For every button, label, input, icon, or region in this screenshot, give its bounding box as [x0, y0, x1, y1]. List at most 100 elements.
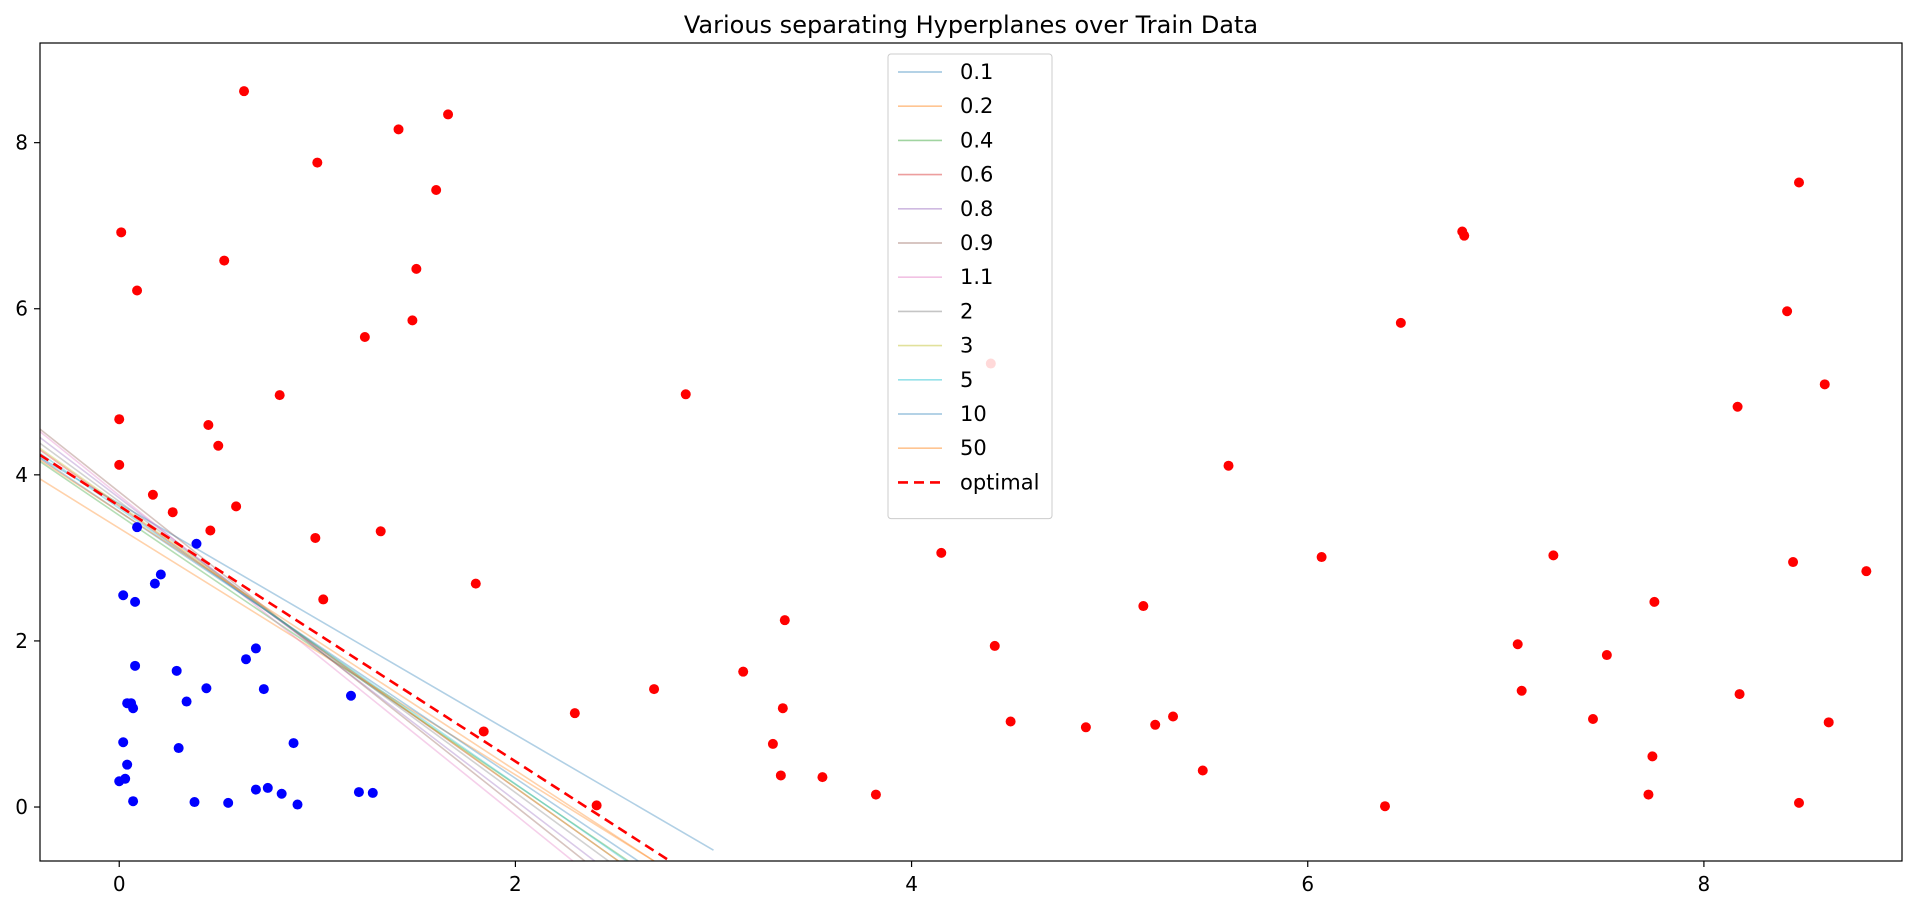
- red-point-14: [213, 440, 224, 451]
- red-point-9: [359, 331, 370, 342]
- red-point-2: [443, 109, 454, 120]
- blue-point-1: [118, 590, 129, 601]
- red-point-61: [1782, 306, 1793, 317]
- chart-title: Various separating Hyperplanes over Trai…: [684, 11, 1258, 39]
- blue-point-31: [367, 787, 378, 798]
- red-point-34: [817, 772, 828, 783]
- blue-point-27: [276, 788, 287, 799]
- red-point-63: [1793, 797, 1804, 808]
- red-point-60: [1734, 689, 1745, 700]
- axes: 0 2 4 6 8 0 2 4 6 8: [15, 131, 1710, 896]
- blue-point-30: [353, 787, 364, 798]
- red-point-30: [779, 615, 790, 626]
- red-point-31: [777, 703, 788, 714]
- red-point-36: [936, 547, 947, 558]
- y-tick-label-2: 4: [15, 463, 28, 487]
- hyperplane-line-5: [40, 428, 586, 861]
- blue-point-19: [189, 797, 200, 808]
- legend-label-7: 2: [960, 299, 973, 323]
- hyperplane-line-7: [40, 442, 609, 861]
- red-point-27: [649, 684, 660, 695]
- blue-point-21: [241, 654, 252, 665]
- blue-point-24: [288, 738, 299, 749]
- red-point-32: [767, 738, 778, 749]
- blue-point-22: [250, 643, 261, 654]
- blue-point-15: [122, 759, 133, 770]
- legend-label-0: 0.1: [960, 60, 993, 84]
- red-point-24: [478, 726, 489, 737]
- red-point-18: [231, 501, 242, 512]
- blue-point-13: [118, 737, 129, 748]
- red-point-41: [1138, 601, 1149, 612]
- red-point-53: [1548, 550, 1559, 561]
- plot-frame: [39, 42, 1903, 862]
- red-point-39: [1005, 716, 1016, 727]
- red-point-15: [114, 459, 125, 470]
- hyperplane-lines: [40, 428, 714, 861]
- red-point-59: [1732, 401, 1743, 412]
- red-point-28: [680, 389, 691, 400]
- x-tick-label-4: 8: [1698, 872, 1711, 896]
- blue-point-5: [191, 538, 202, 549]
- blue-point-12: [201, 683, 212, 694]
- hyperplane-line-0: [40, 456, 714, 851]
- legend-label-11: 50: [960, 436, 987, 460]
- legend-label-6: 1.1: [960, 265, 993, 289]
- red-point-19: [205, 525, 216, 536]
- red-point-20: [310, 532, 321, 543]
- red-point-26: [591, 800, 602, 811]
- red-point-44: [1197, 765, 1208, 776]
- red-point-54: [1587, 713, 1598, 724]
- red-point-23: [470, 578, 481, 589]
- legend-label-5: 0.9: [960, 231, 993, 255]
- red-point-67: [1861, 566, 1872, 577]
- blue-point-18: [128, 796, 139, 807]
- x-tick-label-1: 2: [509, 872, 522, 896]
- red-point-3: [312, 157, 323, 168]
- legend-label-9: 5: [960, 368, 973, 392]
- legend-label-8: 3: [960, 334, 973, 358]
- red-point-25: [569, 708, 580, 719]
- red-point-45: [1223, 460, 1234, 471]
- red-point-6: [132, 285, 143, 296]
- data-points: [114, 86, 1872, 812]
- legend-label-2: 0.4: [960, 128, 993, 152]
- blue-point-26: [262, 782, 273, 793]
- hyperplane-line-12: [40, 453, 671, 861]
- blue-point-29: [345, 690, 356, 701]
- blue-point-28: [292, 799, 303, 810]
- red-point-21: [375, 526, 386, 537]
- legend-label-12: optimal: [960, 470, 1039, 494]
- red-point-12: [114, 414, 125, 425]
- red-point-35: [870, 789, 881, 800]
- red-point-42: [1150, 719, 1161, 730]
- blue-point-4: [155, 569, 166, 580]
- red-point-10: [407, 315, 418, 326]
- y-tick-label-3: 6: [15, 297, 28, 321]
- blue-point-17: [120, 773, 131, 784]
- red-point-8: [411, 263, 422, 274]
- red-point-50: [1459, 230, 1470, 241]
- red-point-62: [1788, 557, 1799, 568]
- red-point-40: [1080, 722, 1091, 733]
- blue-point-20: [223, 797, 234, 808]
- red-point-43: [1168, 711, 1179, 722]
- legend-box: [887, 53, 1053, 520]
- blue-point-23: [258, 684, 269, 695]
- blue-point-0: [132, 522, 143, 533]
- y-tick-label-0: 0: [15, 795, 28, 819]
- hyperplane-line-4: [40, 436, 596, 861]
- red-point-16: [147, 489, 158, 500]
- blue-point-7: [171, 665, 182, 676]
- hyperplane-line-11: [40, 459, 655, 861]
- legend-label-10: 10: [960, 402, 987, 426]
- red-point-38: [989, 640, 1000, 651]
- y-tick-label-1: 2: [15, 629, 28, 653]
- red-point-55: [1601, 650, 1612, 661]
- x-tick-label-3: 6: [1301, 872, 1314, 896]
- red-point-5: [116, 227, 127, 238]
- red-point-1: [393, 124, 404, 135]
- red-point-29: [738, 666, 749, 677]
- red-point-0: [239, 86, 250, 97]
